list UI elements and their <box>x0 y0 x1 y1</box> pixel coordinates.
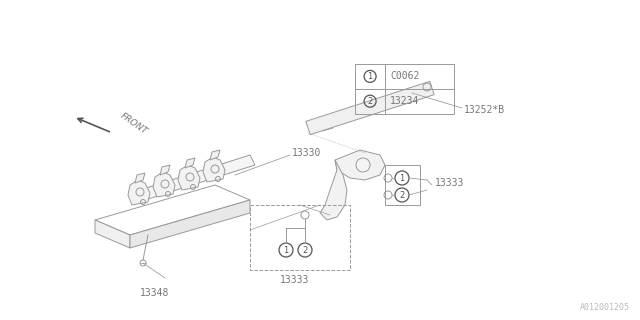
Polygon shape <box>135 173 145 183</box>
Text: A012001205: A012001205 <box>580 303 630 312</box>
Text: C0062: C0062 <box>390 71 419 81</box>
Text: 1: 1 <box>284 245 289 254</box>
Text: 2: 2 <box>399 190 404 199</box>
Polygon shape <box>335 150 385 180</box>
Polygon shape <box>203 157 225 182</box>
Text: 13330: 13330 <box>292 148 321 158</box>
Circle shape <box>356 158 370 172</box>
Bar <box>355 64 454 114</box>
Text: 13333: 13333 <box>280 275 310 285</box>
Text: 2: 2 <box>367 97 372 106</box>
Text: 13348: 13348 <box>140 288 170 298</box>
Text: 13333: 13333 <box>435 178 465 188</box>
Text: 1: 1 <box>367 72 372 81</box>
Polygon shape <box>178 165 200 190</box>
Polygon shape <box>128 180 150 205</box>
Polygon shape <box>185 158 195 168</box>
Bar <box>250 205 350 270</box>
Polygon shape <box>140 155 255 200</box>
Polygon shape <box>320 160 347 220</box>
Text: 13252*B: 13252*B <box>464 105 505 115</box>
Polygon shape <box>160 165 170 175</box>
Text: 1: 1 <box>399 173 404 182</box>
Polygon shape <box>130 200 250 248</box>
Polygon shape <box>95 220 130 248</box>
Text: 2: 2 <box>302 245 308 254</box>
Polygon shape <box>306 81 434 135</box>
Polygon shape <box>210 150 220 160</box>
Polygon shape <box>153 172 175 197</box>
Text: 13234: 13234 <box>390 96 419 106</box>
Text: FRONT: FRONT <box>118 111 148 136</box>
